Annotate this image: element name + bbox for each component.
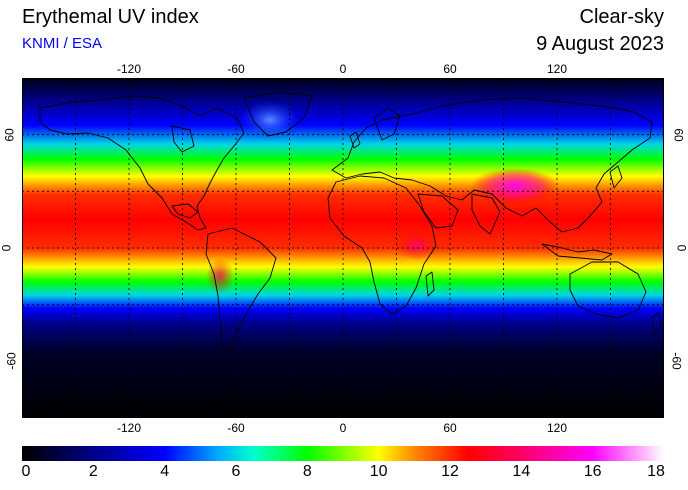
- north-america-coast: [39, 95, 245, 231]
- sky-mode-label: Clear-sky: [579, 6, 664, 28]
- lon-tick-bottom: 0: [339, 421, 347, 435]
- lat-tick-right: 0: [674, 244, 688, 252]
- colorbar-tick-label: 16: [583, 463, 602, 480]
- lon-tick-top: 60: [443, 62, 457, 76]
- gulf-of-mexico: [171, 203, 199, 219]
- lat-tick-right: 60: [671, 127, 686, 142]
- new-zealand: [651, 311, 663, 335]
- map-date: 9 August 2023: [536, 33, 664, 55]
- scandinavia: [373, 107, 401, 141]
- hudson-bay: [171, 125, 195, 153]
- europe-asia-coast: [331, 97, 653, 233]
- lon-tick-bottom: -60: [227, 421, 245, 435]
- africa-coast: [327, 175, 437, 315]
- india: [471, 193, 501, 235]
- colorbar-tick-label: 6: [231, 463, 241, 480]
- madagascar: [425, 271, 435, 297]
- indonesia: [541, 243, 613, 261]
- lon-tick-bottom: -120: [116, 421, 142, 435]
- colorbar-tick-label: 4: [160, 463, 170, 480]
- lat-tick-left: -60: [4, 352, 19, 370]
- lat-tick-right: -60: [669, 352, 684, 370]
- map-title: Erythemal UV index: [22, 6, 199, 28]
- greenland-coast: [243, 91, 313, 137]
- lon-tick-top: 120: [546, 62, 568, 76]
- colorbar-tick-label: 10: [369, 463, 388, 480]
- colorbar-tick-label: 0: [21, 463, 31, 480]
- colorbar-tick-label: 12: [441, 463, 459, 480]
- colorbar-tick-label: 14: [512, 463, 531, 480]
- lat-tick-left: 0: [0, 244, 14, 252]
- tibet-high-uv: [471, 168, 559, 204]
- graticule: [22, 78, 664, 418]
- greenland-low-uv: [240, 100, 300, 140]
- great-britain: [349, 131, 361, 149]
- lon-tick-top: -60: [227, 62, 245, 76]
- colorbar-tick-label: 2: [88, 463, 98, 480]
- map-frame: [22, 78, 664, 418]
- east-africa-high-uv: [395, 232, 439, 260]
- lon-tick-bottom: 60: [443, 421, 457, 435]
- uv-colorbar: [22, 446, 664, 461]
- data-credit: KNMI / ESA: [22, 35, 103, 52]
- lon-tick-top: -120: [116, 62, 142, 76]
- japan: [609, 165, 623, 189]
- andes-high-uv: [206, 258, 234, 294]
- lat-tick-left: 60: [2, 127, 17, 142]
- colorbar-tick-label: 18: [647, 463, 665, 480]
- colorbar-tick-label: 8: [302, 463, 312, 480]
- lon-tick-bottom: 120: [546, 421, 568, 435]
- australia-coast: [569, 261, 647, 319]
- lon-tick-top: 0: [339, 62, 347, 76]
- uv-index-map: [22, 78, 664, 418]
